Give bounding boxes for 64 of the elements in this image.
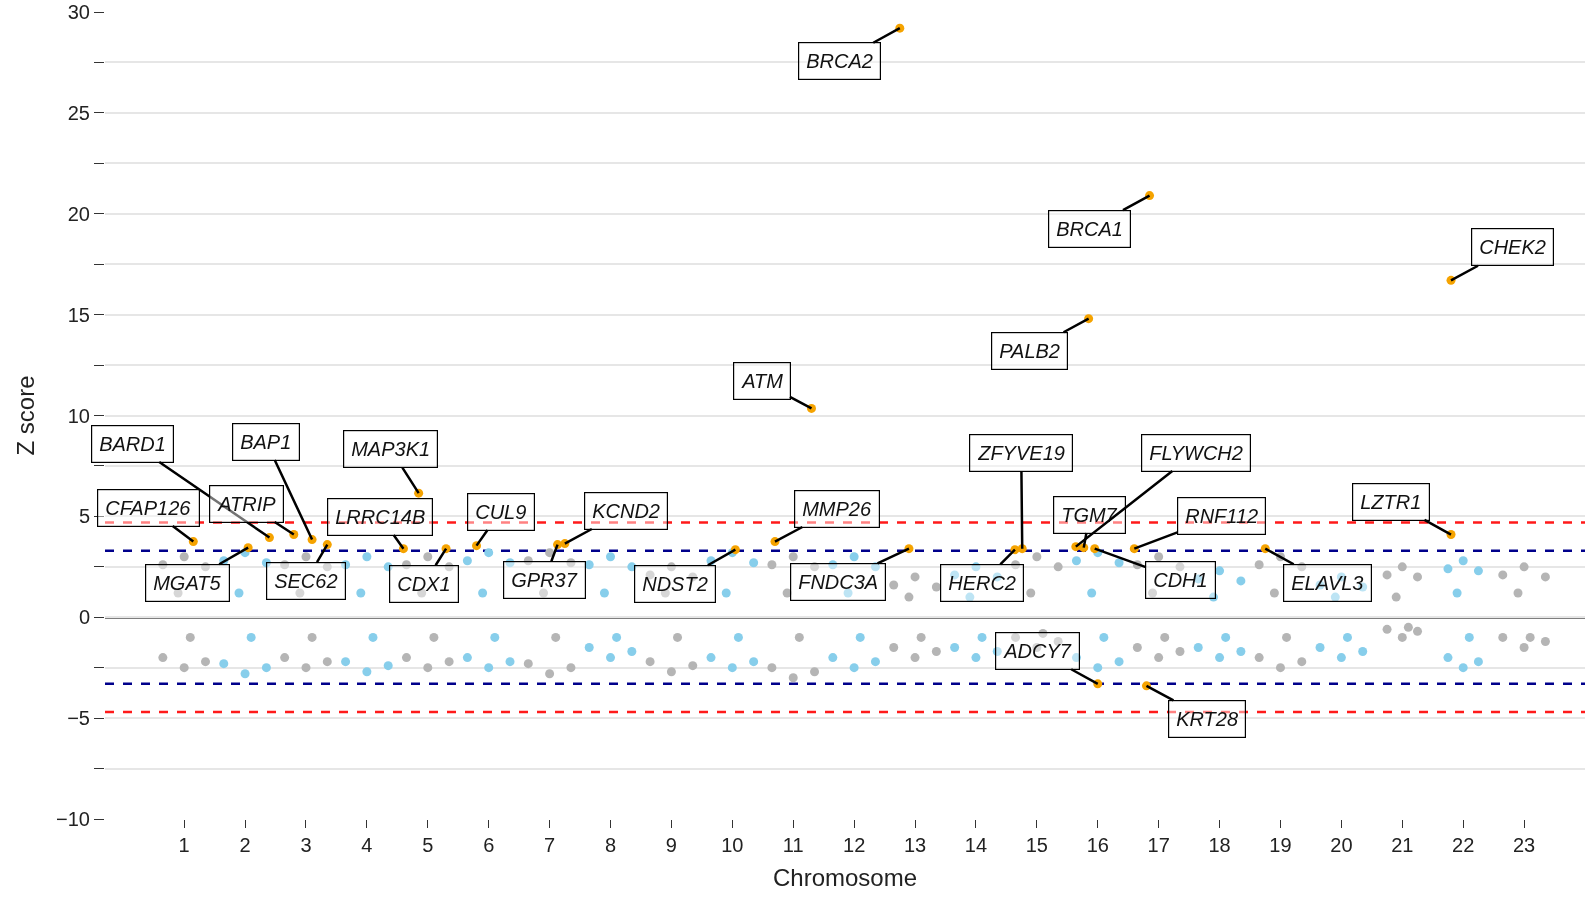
annotation: BRCA1 — [1056, 218, 1123, 241]
x-tick-label: 12 — [843, 834, 866, 856]
annotation: FLYWCH2 — [1149, 442, 1243, 465]
annotation: PALB2 — [999, 340, 1060, 363]
y-tick-label: 0 — [78, 606, 90, 629]
annotation: GPR37 — [511, 569, 578, 592]
x-tick-label: 22 — [1452, 834, 1475, 856]
x-tick-label: 23 — [1512, 834, 1536, 856]
y-tick-label: 5 — [78, 505, 90, 528]
annotation: MAP3K1 — [351, 438, 431, 461]
x-tick-label: 13 — [903, 834, 927, 856]
x-tick-label: 19 — [1269, 834, 1292, 856]
x-tick-label: 21 — [1391, 834, 1414, 856]
annotation: SEC62 — [274, 570, 338, 593]
annotation: KRT28 — [1176, 708, 1239, 731]
annotation: BRCA2 — [806, 50, 873, 73]
annotation: CDH1 — [1153, 569, 1208, 592]
x-tick-label: 16 — [1086, 834, 1109, 856]
annotation: CDX1 — [397, 573, 451, 596]
x-tick-label: 17 — [1147, 834, 1170, 856]
annotation: MMP26 — [802, 498, 872, 521]
annotation: RNF112 — [1185, 505, 1259, 528]
annotation: ELAVL3 — [1291, 572, 1364, 595]
x-tick-label: 20 — [1330, 834, 1353, 856]
annotation: ZFYVE19 — [977, 442, 1065, 465]
annotation: TGM7 — [1061, 504, 1118, 527]
x-tick-label: 1 — [178, 834, 190, 856]
y-tick-label: 15 — [67, 303, 90, 326]
x-tick-label: 4 — [361, 834, 373, 856]
annotation: KCND2 — [592, 500, 660, 523]
annotation: CUL9 — [475, 501, 527, 524]
y-tick-label: 10 — [67, 404, 90, 427]
annotation: LZTR1 — [1360, 491, 1422, 514]
x-tick-label: 7 — [544, 834, 556, 856]
annotation: LRRC14B — [335, 506, 426, 529]
y-axis-title: Z score — [12, 375, 40, 456]
y-tick-label: 25 — [67, 101, 90, 124]
annotation: ATRIP — [217, 493, 277, 516]
annotation: BARD1 — [99, 433, 166, 456]
x-tick-label: 5 — [422, 834, 434, 856]
x-tick-label: 9 — [665, 834, 677, 856]
x-axis-title: Chromosome — [772, 864, 918, 892]
annotation: CHEK2 — [1479, 236, 1546, 259]
x-tick-label: 14 — [964, 834, 988, 856]
x-tick-label: 3 — [300, 834, 312, 856]
annotation: HERC2 — [948, 572, 1016, 595]
x-tick-label: 15 — [1025, 834, 1048, 856]
x-tick-label: 11 — [782, 834, 804, 856]
x-tick-label: 10 — [721, 834, 744, 856]
y-tick-label: 30 — [67, 1, 90, 23]
annotation: FNDC3A — [798, 571, 879, 594]
x-tick-label: 2 — [239, 834, 251, 856]
annotation: CFAP126 — [105, 497, 192, 520]
annotation: MGAT5 — [153, 572, 222, 595]
annotation: NDST2 — [642, 573, 708, 596]
annotation: BAP1 — [240, 431, 292, 454]
y-tick-label: 20 — [67, 202, 90, 225]
x-tick-label: 8 — [604, 834, 617, 856]
x-tick-label: 6 — [483, 834, 495, 856]
annotation: ATM — [741, 370, 784, 393]
annotation: ADCY7 — [1003, 640, 1072, 663]
y-tick-label: −5 — [67, 707, 90, 730]
x-tick-label: 18 — [1208, 834, 1231, 856]
y-tick-label: −10 — [56, 808, 90, 830]
